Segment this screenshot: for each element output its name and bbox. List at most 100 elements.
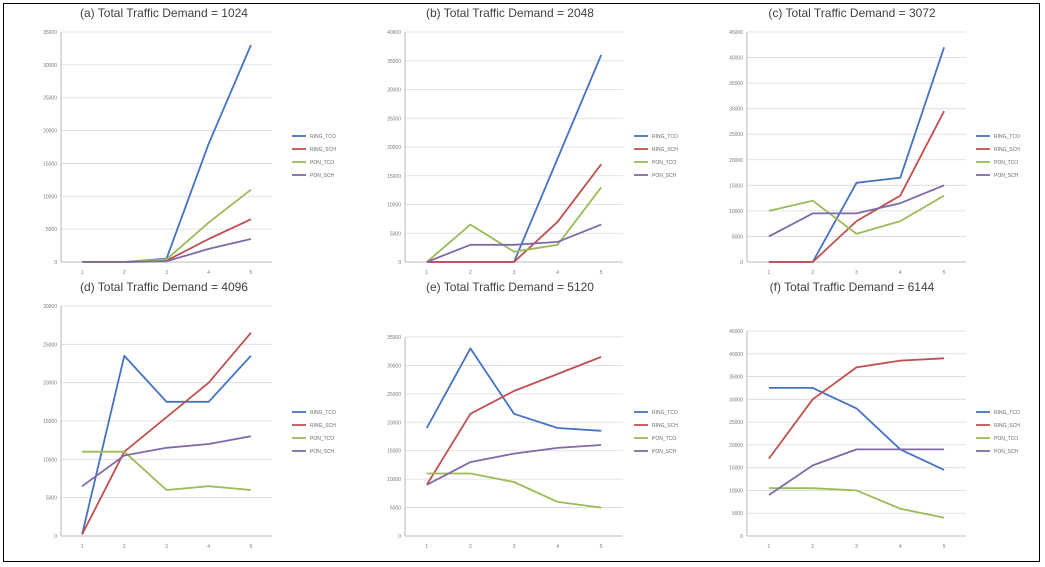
legend-label: RING_SCH [652, 423, 678, 429]
x-tick-label: 3 [513, 544, 516, 550]
legend-label: PON_SCH [310, 173, 335, 179]
y-tick-label: 5000 [732, 511, 743, 517]
y-tick-label: 0 [740, 260, 743, 266]
x-tick-label: 5 [943, 544, 946, 550]
chart-panel-3: (c) Total Traffic Demand = 3072 0 5000 1000… [729, 6, 1020, 276]
series-line-pon-sch [768, 448, 945, 496]
series-line-pon-tco [768, 487, 945, 519]
x-tick-label: 3 [165, 544, 168, 550]
x-tick-label: 3 [855, 270, 858, 276]
y-tick-label: 25000 [43, 342, 57, 348]
legend-label: PON_TCO [652, 160, 676, 166]
y-tick-label: 20000 [43, 381, 57, 387]
x-tick-label: 5 [600, 544, 603, 550]
legend-label: RING_SCH [310, 423, 336, 429]
chart-title: (e) Total Traffic Demand = 5120 [426, 280, 594, 294]
x-tick-label: 1 [425, 270, 428, 276]
y-tick-label: 30000 [729, 397, 743, 403]
series-line-ring-tco [768, 386, 945, 471]
legend-label: RING_TCO [652, 134, 678, 140]
series-line-pon-tco [82, 450, 251, 491]
y-tick-label: 15000 [729, 183, 743, 189]
series-line-ring-sch [768, 357, 945, 460]
chart-panel-1: (a) Total Traffic Demand = 1024 0 5000 1000… [43, 6, 336, 276]
y-tick-label: 15000 [387, 174, 401, 180]
chart-grid: (a) Total Traffic Demand = 1024050001000… [43, 6, 1020, 550]
x-tick-label: 4 [556, 270, 559, 276]
series-line-ring-sch [81, 332, 252, 535]
y-tick-label: 25000 [387, 392, 401, 398]
x-tick-label: 4 [899, 270, 902, 276]
chart-title: (f) Total Traffic Demand = 6144 [770, 280, 935, 294]
legend-label: RING_SCH [994, 147, 1020, 153]
series-line-ring-tco [81, 354, 252, 535]
x-tick-label: 4 [556, 544, 559, 550]
series-line-pon-sch [426, 444, 602, 486]
x-tick-label: 5 [600, 270, 603, 276]
y-tick-label: 30000 [387, 363, 401, 369]
y-tick-label: 35000 [387, 335, 401, 341]
legend-label: PON_TCO [994, 160, 1018, 166]
x-tick-label: 2 [811, 270, 814, 276]
series-line-ring-sch [426, 356, 602, 486]
legend-label: RING_SCH [310, 147, 336, 153]
x-tick-label: 1 [81, 270, 84, 276]
y-tick-label: 35000 [729, 375, 743, 381]
y-tick-label: 0 [54, 260, 57, 266]
x-tick-label: 1 [768, 270, 771, 276]
y-tick-label: 0 [398, 534, 401, 540]
chart-panel-6: (f) Total Traffic Demand = 6144 0 5000 1000… [729, 280, 1020, 550]
series-line-pon-sch [81, 435, 252, 487]
x-tick-label: 2 [469, 270, 472, 276]
series-line-pon-tco [82, 188, 252, 263]
y-tick-label: 15000 [729, 466, 743, 472]
y-tick-label: 45000 [729, 30, 743, 36]
x-tick-label: 5 [250, 270, 253, 276]
x-tick-label: 3 [513, 270, 516, 276]
y-tick-label: 30000 [387, 88, 401, 94]
x-tick-label: 4 [207, 270, 210, 276]
legend-label: PON_TCO [310, 160, 334, 166]
legend-label: PON_SCH [652, 173, 677, 179]
y-tick-label: 10000 [43, 194, 57, 200]
y-tick-label: 5000 [390, 231, 401, 237]
x-tick-label: 5 [250, 544, 253, 550]
y-tick-label: 5000 [390, 506, 401, 512]
series-line-pon-sch [82, 238, 252, 263]
y-tick-label: 10000 [729, 209, 743, 215]
y-tick-label: 15000 [43, 419, 57, 425]
y-tick-label: 25000 [729, 420, 743, 426]
y-tick-label: 30000 [43, 63, 57, 69]
y-tick-label: 35000 [729, 81, 743, 87]
series-line-pon-sch [426, 223, 602, 263]
y-tick-label: 10000 [387, 203, 401, 209]
y-tick-label: 40000 [387, 30, 401, 36]
y-tick-label: 5000 [46, 496, 57, 502]
legend-label: RING_TCO [310, 134, 336, 140]
y-tick-label: 20000 [387, 420, 401, 426]
y-tick-label: 35000 [43, 30, 57, 36]
series-line-pon-tco [768, 194, 945, 235]
x-tick-label: 1 [425, 544, 428, 550]
legend-label: RING_TCO [310, 410, 336, 416]
x-tick-label: 2 [469, 544, 472, 550]
y-tick-label: 20000 [729, 158, 743, 164]
legend-label: RING_TCO [994, 134, 1020, 140]
y-tick-label: 5000 [46, 227, 57, 233]
x-tick-label: 5 [943, 270, 946, 276]
legend-label: PON_TCO [310, 436, 334, 442]
series-line-ring-sch [768, 110, 945, 263]
legend-label: RING_TCO [652, 410, 678, 416]
x-tick-label: 3 [165, 270, 168, 276]
y-tick-label: 10000 [43, 457, 57, 463]
x-tick-label: 1 [81, 544, 84, 550]
y-tick-label: 25000 [729, 132, 743, 138]
figure-frame: (a) Total Traffic Demand = 1024 0 5000 1000… [3, 3, 1040, 562]
series-line-ring-sch [82, 218, 252, 263]
x-tick-label: 4 [899, 544, 902, 550]
series-line-ring-tco [768, 47, 945, 263]
legend-label: PON_SCH [994, 173, 1019, 179]
x-tick-label: 1 [768, 544, 771, 550]
x-tick-label: 3 [855, 544, 858, 550]
y-tick-label: 15000 [387, 449, 401, 455]
